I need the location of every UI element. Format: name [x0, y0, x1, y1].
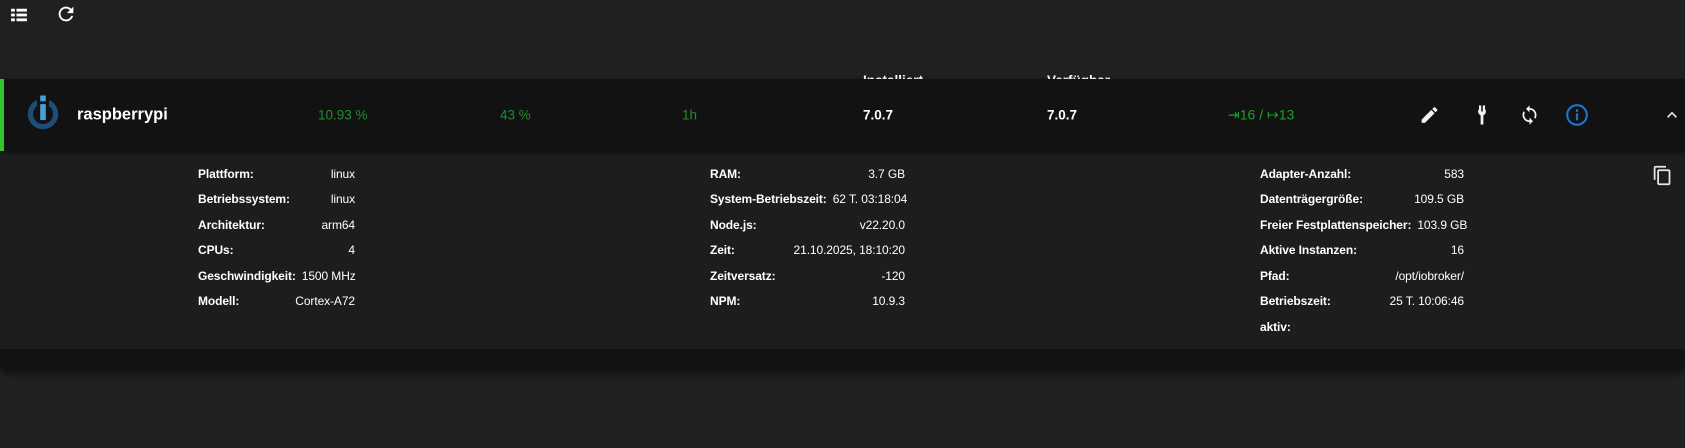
host-info-button[interactable]	[1565, 103, 1589, 127]
detail-row: Zeit: 21.10.2025, 18:10:20	[710, 238, 905, 264]
detail-value: 4	[348, 243, 355, 258]
detail-value: 3.7 GB	[868, 166, 905, 181]
detail-value: linux	[330, 192, 355, 207]
detail-value: Cortex-A72	[295, 294, 355, 309]
detail-value: 21.10.2025, 18:10:20	[793, 243, 906, 258]
host-events-value: ⇥16 / ↦13	[1228, 106, 1295, 123]
detail-row: Node.js: v22.20.0	[710, 212, 905, 238]
detail-row: Zeitversatz: -120	[710, 263, 905, 289]
detail-label: Betriebszeit:	[1260, 294, 1331, 309]
refresh-icon	[55, 6, 77, 28]
detail-label: Geschwindigkeit:	[198, 268, 296, 283]
copy-icon	[1652, 165, 1673, 189]
detail-label: Architektur:	[198, 217, 265, 232]
detail-label: Modell:	[198, 294, 240, 309]
detail-label: Zeitversatz:	[710, 268, 776, 283]
pencil-icon	[1419, 107, 1440, 129]
host-installed-version: 7.0.7	[863, 107, 894, 123]
detail-label: Node.js:	[710, 217, 757, 232]
iobroker-logo	[24, 93, 62, 137]
detail-value: 583	[1444, 166, 1464, 181]
host-details-panel: Plattform: linux Betriebssystem: linux Arc…	[0, 151, 1685, 349]
collapse-details-button[interactable]	[1662, 105, 1682, 125]
detail-label: NPM:	[710, 294, 741, 309]
detail-value: 1500 MHz	[301, 268, 356, 283]
host-cpu-value: 10.93 %	[318, 107, 368, 123]
detail-label: RAM:	[710, 166, 741, 181]
detail-label: CPUs:	[198, 243, 234, 258]
detail-value: 25 T. 10:06:46	[1389, 294, 1465, 309]
info-icon	[1565, 104, 1589, 130]
detail-row: Geschwindigkeit: 1500 MHz	[198, 263, 356, 289]
detail-row: Betriebssystem: linux	[198, 187, 355, 213]
detail-row: Aktive Instanzen: 16	[1260, 238, 1464, 264]
detail-value: 16	[1450, 243, 1464, 258]
detail-row: Adapter-Anzahl: 583	[1260, 161, 1464, 187]
detail-value: arm64	[321, 217, 355, 232]
detail-row: Pfad: /opt/iobroker/	[1260, 263, 1464, 289]
detail-label: Pfad:	[1260, 268, 1290, 283]
details-column-iobroker: Adapter-Anzahl: 583 Datenträgergröße: 109.…	[1260, 161, 1468, 340]
hosts-table-header: Name CPU RAM Betriebszeit Installiert js…	[0, 30, 1685, 104]
host-card-footer	[0, 349, 1685, 371]
detail-row: Modell: Cortex-A72	[198, 289, 355, 315]
host-settings-button[interactable]	[1471, 104, 1493, 126]
detail-row: CPUs: 4	[198, 238, 355, 264]
detail-value: /opt/iobroker/	[1395, 268, 1464, 283]
detail-row: aktiv:	[1260, 314, 1464, 340]
detail-row: System-Betriebszeit: 62 T. 03:18:04	[710, 187, 908, 213]
host-available-version: 7.0.7	[1047, 107, 1078, 123]
detail-label: Betriebssystem:	[198, 192, 290, 207]
detail-label: Freier Festplattenspeicher:	[1260, 217, 1412, 232]
host-alive-indicator	[0, 79, 4, 151]
detail-value: 10.9.3	[872, 294, 905, 309]
detail-row: Betriebszeit: 25 T. 10:06:46	[1260, 289, 1464, 315]
detail-value: 109.5 GB	[1414, 192, 1464, 207]
edit-button[interactable]	[1419, 105, 1440, 126]
host-uptime-value: 1h	[682, 107, 698, 123]
toolbar	[0, 0, 1685, 30]
detail-row: Plattform: linux	[198, 161, 355, 187]
detail-value: 62 T. 03:18:04	[832, 192, 908, 207]
detail-value: -120	[881, 268, 905, 283]
refresh-button[interactable]	[55, 3, 77, 25]
list-view-button[interactable]	[9, 5, 29, 25]
host-name: raspberrypi	[77, 105, 168, 124]
details-column-hardware: Plattform: linux Betriebssystem: linux Arc…	[198, 161, 356, 315]
detail-value: v22.20.0	[859, 217, 905, 232]
detail-row: Freier Festplattenspeicher: 103.9 GB	[1260, 212, 1468, 238]
restart-host-button[interactable]	[1519, 105, 1540, 126]
chevron-up-icon	[1662, 111, 1682, 128]
detail-label: Plattform:	[198, 166, 254, 181]
copy-details-button[interactable]	[1652, 165, 1673, 186]
sync-icon	[1519, 105, 1540, 129]
details-column-system: RAM: 3.7 GB System-Betriebszeit: 62 T. 03:…	[710, 161, 908, 315]
detail-label: aktiv:	[1260, 319, 1291, 334]
detail-label: Adapter-Anzahl:	[1260, 166, 1352, 181]
detail-row: NPM: 10.9.3	[710, 289, 905, 315]
detail-value: 103.9 GB	[1417, 217, 1468, 232]
detail-value: linux	[330, 166, 355, 181]
host-ram-value: 43 %	[500, 107, 531, 123]
detail-row: RAM: 3.7 GB	[710, 161, 905, 187]
host-card: raspberrypi 10.93 % 43 % 1h 7.0.7 7.0.7 …	[0, 79, 1685, 371]
detail-row: Datenträgergröße: 109.5 GB	[1260, 187, 1464, 213]
detail-label: Datenträgergröße:	[1260, 192, 1363, 207]
list-icon	[9, 8, 29, 28]
detail-row: Architektur: arm64	[198, 212, 355, 238]
detail-label: System-Betriebszeit:	[710, 192, 827, 207]
detail-label: Aktive Instanzen:	[1260, 243, 1357, 258]
wrench-icon	[1471, 104, 1493, 129]
detail-label: Zeit:	[710, 243, 735, 258]
host-row: raspberrypi 10.93 % 43 % 1h 7.0.7 7.0.7 …	[0, 79, 1685, 151]
